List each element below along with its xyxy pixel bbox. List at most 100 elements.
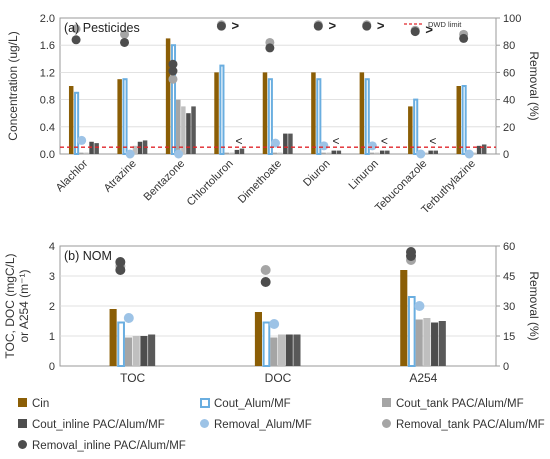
y2-tick-label: 0: [503, 361, 509, 373]
bar-5: [288, 133, 293, 154]
y2-tick-label: 100: [503, 13, 521, 25]
legend-swatch-dot: [382, 419, 391, 428]
y2-tick-label: 30: [503, 301, 515, 313]
less-than-marker: <: [429, 134, 436, 148]
removal-point: [260, 265, 271, 275]
bar-cout-alum: [117, 321, 125, 367]
bar-0: [408, 106, 413, 154]
legend-label: Cout_tank PAC/Alum/MF: [396, 398, 524, 410]
removal-point: [168, 74, 178, 84]
bar-4: [186, 113, 191, 154]
category-label: Diuron: [301, 158, 332, 189]
y2-tick-label: 60: [503, 241, 515, 253]
less-than-marker: <: [332, 134, 339, 148]
removal-point: [410, 27, 420, 37]
category-label: Atrazine: [102, 158, 139, 195]
bar-cout-alum: [407, 296, 416, 367]
removal-point: [459, 33, 469, 43]
legend-swatch-dot: [18, 440, 27, 449]
legend-label: Cout_Alum/MF: [214, 398, 291, 410]
bar-cout-alum: [219, 64, 225, 155]
y-tick-label: 2.0: [40, 13, 55, 25]
greater-than-marker: >: [425, 22, 433, 37]
category-label: Alachlor: [54, 157, 91, 194]
removal-point: [265, 43, 275, 53]
removal-point: [77, 135, 87, 145]
removal-point: [168, 66, 178, 76]
y2-tick-label: 0: [503, 149, 509, 161]
legend-label: Cin: [32, 398, 49, 410]
removal-point: [269, 319, 280, 329]
bar-4: [428, 150, 433, 154]
bar-4: [285, 334, 293, 366]
y2-axis-label: Removal (%): [527, 271, 541, 340]
y2-tick-label: 15: [503, 331, 515, 343]
removal-point: [115, 265, 126, 275]
bar-2: [369, 152, 375, 154]
legend-swatch-outline: [200, 398, 210, 408]
legend: Cin Cout_Alum/MF Cout_tank PAC/Alum/MF Cout…: [18, 398, 545, 452]
removal-point: [71, 24, 81, 34]
bar-cout-alum: [364, 78, 370, 155]
bar-2: [270, 337, 278, 366]
panel-0: 0.0 0.4 0.8 1.2 1.6 2.0 0 20 40 60 80 100 Alachlor At…: [6, 13, 541, 216]
panel-label: (a) Pesticides: [64, 21, 140, 35]
bar-0: [311, 72, 316, 154]
bar-5: [148, 334, 156, 366]
bar-3: [132, 145, 138, 154]
removal-point: [174, 149, 184, 159]
bar-cout-alum: [413, 98, 419, 155]
bar-5: [385, 150, 390, 154]
y-axis-label: TOC, DOC (mgC/L): [3, 253, 17, 358]
bar-2: [224, 152, 229, 154]
category-label: TOC: [120, 371, 145, 385]
category-label: Dimethoate: [236, 158, 284, 206]
removal-point: [416, 149, 426, 159]
bar-3: [374, 152, 380, 154]
bar-0: [165, 38, 171, 154]
removal-point: [414, 301, 425, 311]
removal-point: [115, 257, 126, 267]
y-axis-label: Concentration (ug/L): [6, 31, 20, 140]
bar-3: [229, 152, 235, 154]
removal-point: [123, 313, 134, 323]
y-tick-label: 3: [49, 271, 55, 283]
greater-than-marker: >: [328, 18, 336, 33]
legend-swatch-bar: [382, 398, 391, 407]
bar-5: [191, 106, 196, 154]
bar-2: [124, 337, 133, 366]
removal-point: [260, 277, 271, 287]
bar-0: [109, 309, 117, 366]
bar-5: [239, 148, 245, 154]
bar-2: [321, 152, 326, 154]
removal-point: [367, 141, 377, 151]
bar-5: [481, 144, 487, 154]
legend-label: Removal_Alum/MF: [214, 419, 312, 431]
bar-5: [94, 143, 99, 154]
removal-point: [464, 149, 474, 159]
y-tick-label: 1.6: [40, 40, 55, 52]
bar-4: [89, 141, 94, 154]
greater-than-marker: >: [232, 18, 240, 33]
bar-2: [415, 319, 423, 366]
y-tick-label: 0.8: [40, 95, 55, 107]
removal-point: [125, 149, 135, 159]
bar-4: [476, 145, 482, 154]
y2-tick-label: 60: [503, 67, 515, 79]
bar-0: [68, 86, 74, 154]
bar-2: [176, 99, 181, 154]
bar-cout-alum: [316, 78, 322, 155]
removal-point: [120, 29, 130, 39]
bar-2: [79, 152, 84, 154]
bar-4: [137, 141, 143, 154]
bar-5: [433, 150, 438, 154]
legend-swatch-bar: [18, 398, 27, 407]
bar-3: [181, 106, 186, 154]
y-tick-label: 0: [49, 361, 55, 373]
bar-3: [278, 152, 283, 154]
bar-4: [234, 149, 240, 154]
bar-4: [140, 336, 148, 366]
bar-5: [438, 321, 446, 366]
bar-3: [423, 152, 428, 154]
